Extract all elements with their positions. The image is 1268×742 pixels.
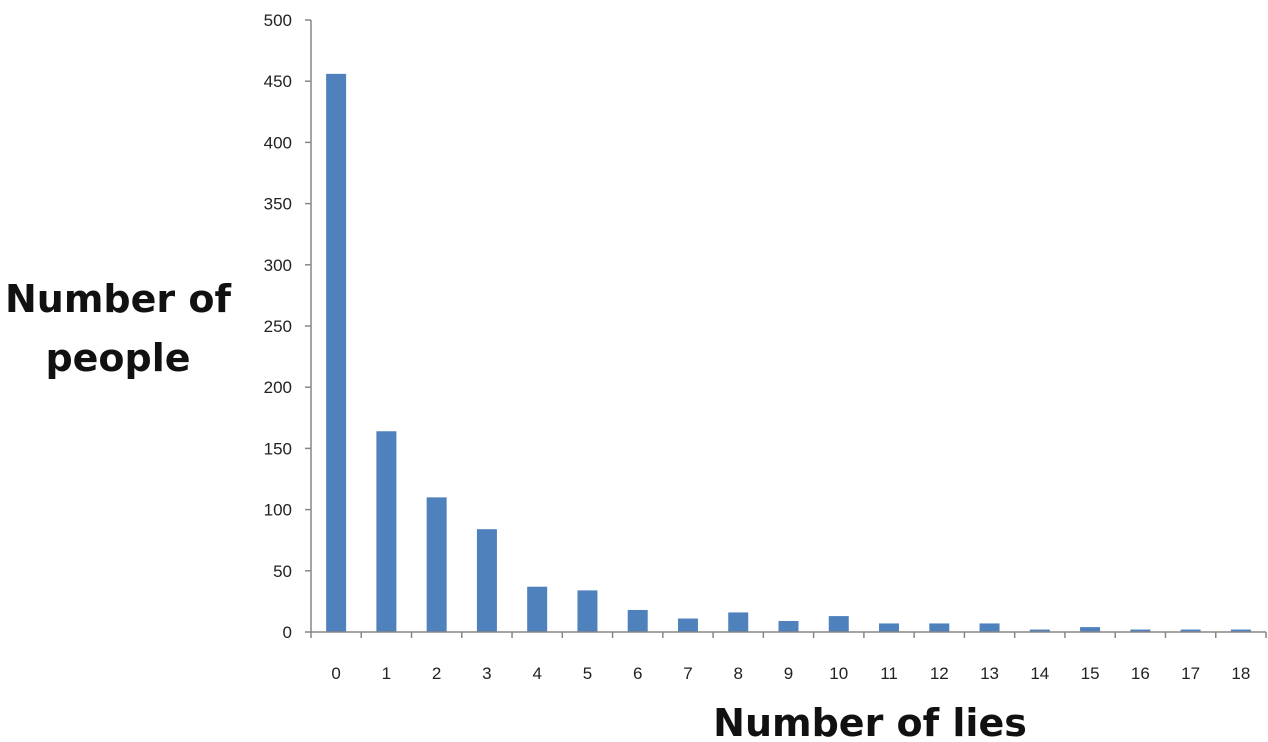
bar-16 (1130, 629, 1151, 632)
bar-9 (778, 620, 799, 632)
bar-10 (828, 616, 849, 632)
x-axis-ticks (310, 632, 1267, 638)
y-axis-title-line-1: Number of (5, 277, 232, 321)
y-tick-label: 100 (264, 501, 292, 520)
x-tick-label: 1 (382, 664, 391, 683)
bar-5 (577, 590, 598, 632)
bar-18 (1230, 629, 1251, 632)
x-tick-label: 3 (482, 664, 491, 683)
y-axis-ticks (305, 19, 311, 633)
y-tick-label: 300 (264, 256, 292, 275)
y-tick-label: 50 (273, 562, 292, 581)
y-axis-title-line-2: people (45, 336, 190, 380)
x-tick-label: 14 (1030, 664, 1049, 683)
bar-2 (426, 497, 447, 632)
bar-17 (1180, 629, 1201, 632)
bar-3 (476, 529, 497, 632)
bar-11 (879, 623, 900, 632)
y-tick-label: 200 (264, 378, 292, 397)
x-tick-label: 0 (331, 664, 340, 683)
bar-13 (979, 623, 1000, 632)
x-tick-label: 18 (1231, 664, 1250, 683)
y-tick-label: 450 (264, 72, 292, 91)
x-tick-label: 8 (734, 664, 743, 683)
y-tick-label: 150 (264, 439, 292, 458)
x-tick-label: 15 (1081, 664, 1100, 683)
x-tick-label: 9 (784, 664, 793, 683)
y-axis-tick-labels: 0 50 100 150 200 250 300 350 400 450 500 (264, 11, 292, 642)
x-tick-label: 2 (432, 664, 441, 683)
bar-12 (929, 623, 950, 632)
bar-7 (677, 618, 698, 632)
y-tick-label: 400 (264, 133, 292, 152)
x-axis-tick-labels: 0 1 2 3 4 5 6 7 8 9 10 11 12 13 14 15 16 17 18 (331, 664, 1250, 683)
bar-1 (376, 431, 397, 632)
x-tick-label: 6 (633, 664, 642, 683)
y-tick-label: 350 (264, 195, 292, 214)
x-tick-label: 11 (880, 664, 898, 683)
x-tick-label: 16 (1131, 664, 1150, 683)
x-axis-title: Number of lies (713, 701, 1027, 742)
bar-0 (326, 73, 347, 632)
y-tick-label: 0 (283, 623, 292, 642)
y-tick-label: 250 (264, 317, 292, 336)
bars (326, 73, 1251, 632)
x-tick-label: 4 (532, 664, 541, 683)
x-tick-label: 17 (1181, 664, 1200, 683)
y-tick-label: 500 (264, 11, 292, 30)
x-tick-label: 7 (683, 664, 692, 683)
bar-15 (1080, 627, 1101, 632)
x-tick-label: 10 (829, 664, 848, 683)
x-tick-label: 13 (980, 664, 999, 683)
x-tick-label: 12 (930, 664, 949, 683)
bar-8 (728, 612, 749, 632)
bar-4 (527, 586, 548, 632)
bar-14 (1029, 629, 1050, 632)
bar-6 (627, 609, 648, 632)
x-tick-label: 5 (583, 664, 592, 683)
